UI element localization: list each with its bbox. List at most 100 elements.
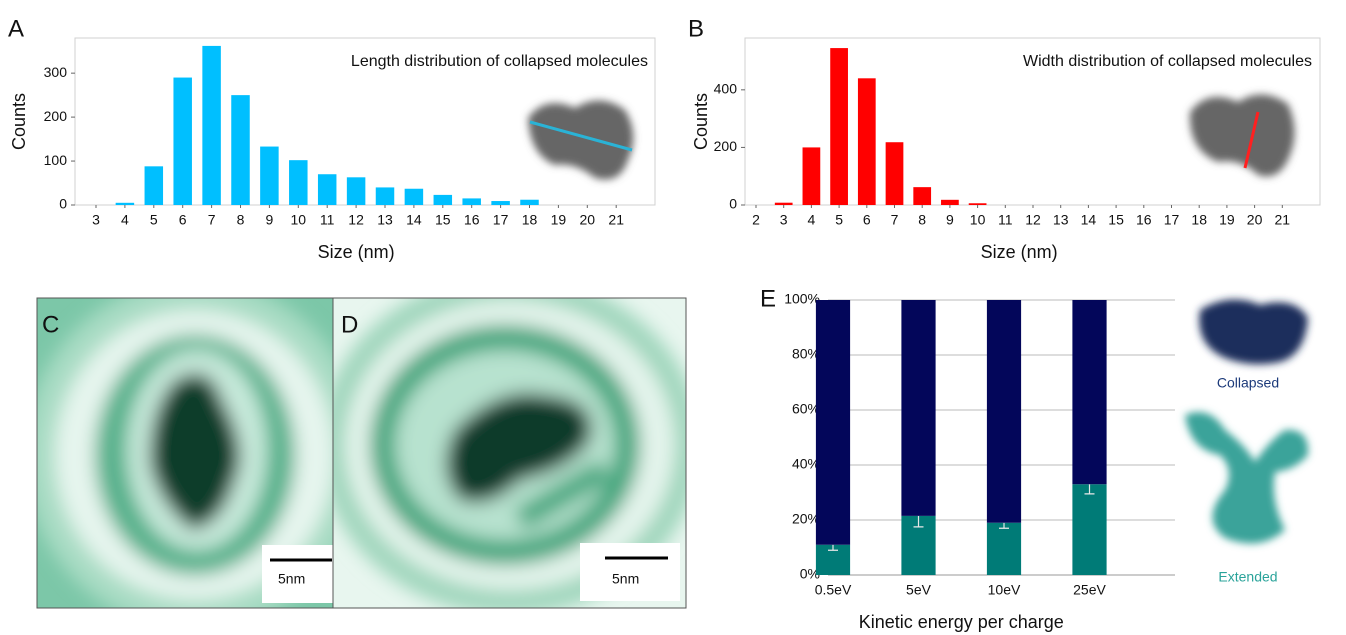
inset-line — [529, 120, 633, 152]
bar — [433, 194, 453, 205]
y-tick-label: 80% — [792, 346, 820, 362]
y-tick-label: 40% — [792, 456, 820, 472]
bar — [857, 78, 876, 205]
bar-segment — [986, 300, 1022, 523]
scale-bar-label: 5nm — [612, 571, 639, 587]
x-tick-label: 17 — [1164, 212, 1180, 228]
bar-segment — [815, 300, 851, 545]
x-tick-label: 14 — [1081, 212, 1097, 228]
bar-segment — [901, 300, 936, 516]
panel-label: C — [42, 311, 59, 338]
image-frame — [332, 297, 687, 609]
x-tick-label: 13 — [377, 212, 393, 228]
y-tick-label: 300 — [44, 64, 68, 80]
y-tick-label: 60% — [792, 401, 820, 417]
x-tick-label: 5eV — [906, 582, 932, 598]
molecule-inset — [528, 94, 1309, 544]
y-tick-label: 100 — [44, 152, 68, 168]
x-axis-label: Size (nm) — [318, 242, 395, 262]
x-tick-label: 7 — [208, 212, 216, 228]
afm-image-c — [37, 298, 348, 608]
x-tick-label: 12 — [1025, 212, 1041, 228]
x-tick-label: 6 — [863, 212, 871, 228]
bar — [802, 147, 821, 205]
x-tick-label: 15 — [435, 212, 451, 228]
y-tick-label: 0 — [59, 196, 67, 212]
x-tick-label: 19 — [1219, 212, 1235, 228]
x-tick-label: 9 — [946, 212, 954, 228]
x-tick-label: 4 — [808, 212, 816, 228]
x-tick-label: 2 — [752, 212, 760, 228]
bar — [885, 142, 904, 205]
bar — [144, 166, 164, 205]
x-tick-label: 14 — [406, 212, 422, 228]
x-tick-label: 11 — [998, 212, 1013, 228]
x-tick-label: 25eV — [1073, 582, 1106, 598]
bar-segment — [1072, 484, 1107, 575]
bar — [317, 174, 337, 205]
x-tick-label: 5 — [835, 212, 843, 228]
bar — [520, 199, 539, 205]
x-tick-label: 10 — [291, 212, 307, 228]
y-tick-label: 200 — [714, 138, 738, 154]
x-tick-label: 10 — [970, 212, 986, 228]
bar — [202, 45, 221, 206]
y-axis-label: Counts — [691, 93, 711, 150]
x-tick-label: 0.5eV — [815, 582, 852, 598]
bar — [289, 160, 308, 205]
x-tick-label: 18 — [1191, 212, 1207, 228]
bar — [260, 146, 279, 205]
scale-bar-label: 5nm — [278, 571, 305, 587]
bar — [491, 201, 510, 205]
legend-label: Collapsed — [1217, 375, 1279, 391]
chart-title: Width distribution of collapsed molecule… — [1023, 53, 1312, 70]
bar — [115, 202, 135, 205]
x-tick-label: 12 — [348, 212, 364, 228]
bar-segment — [986, 522, 1022, 575]
y-tick-label: 400 — [714, 81, 738, 97]
bar — [462, 198, 481, 205]
x-tick-label: 5 — [150, 212, 158, 228]
x-tick-label: 20 — [580, 212, 596, 228]
x-tick-label: 21 — [608, 212, 624, 228]
x-tick-label: 4 — [121, 212, 129, 228]
y-tick-label: 200 — [44, 108, 68, 124]
panel-label: D — [341, 311, 358, 338]
x-tick-label: 6 — [179, 212, 187, 228]
bar — [404, 188, 424, 205]
y-tick-label: 0% — [800, 566, 820, 582]
x-tick-label: 3 — [92, 212, 100, 228]
x-tick-label: 8 — [237, 212, 245, 228]
bar — [774, 202, 793, 205]
legend-label: Extended — [1218, 569, 1277, 585]
x-axis-label: Kinetic energy per charge — [859, 612, 1064, 632]
x-tick-label: 18 — [522, 212, 538, 228]
y-tick-label: 0 — [729, 196, 737, 212]
x-tick-label: 13 — [1053, 212, 1069, 228]
x-tick-label: 10eV — [988, 582, 1021, 598]
bar — [346, 177, 366, 205]
x-tick-label: 8 — [918, 212, 926, 228]
afm-image-d — [333, 298, 686, 608]
panel-label: B — [688, 15, 704, 42]
x-tick-label: 16 — [464, 212, 480, 228]
panel-label: A — [8, 15, 24, 42]
x-tick-label: 19 — [551, 212, 567, 228]
x-tick-label: 11 — [320, 212, 335, 228]
x-axis-label: Size (nm) — [981, 242, 1058, 262]
x-tick-label: 21 — [1275, 212, 1291, 228]
bar — [968, 203, 987, 205]
bar — [830, 48, 848, 205]
x-tick-label: 17 — [493, 212, 509, 228]
bar — [375, 187, 395, 205]
bar — [231, 95, 250, 205]
x-tick-label: 16 — [1136, 212, 1152, 228]
bar — [913, 187, 932, 205]
x-tick-label: 9 — [266, 212, 274, 228]
y-axis-label: Counts — [9, 93, 29, 150]
x-tick-label: 3 — [780, 212, 788, 228]
x-tick-label: 7 — [891, 212, 899, 228]
chart-title: Length distribution of collapsed molecul… — [351, 53, 648, 70]
panel-label: E — [760, 285, 776, 312]
